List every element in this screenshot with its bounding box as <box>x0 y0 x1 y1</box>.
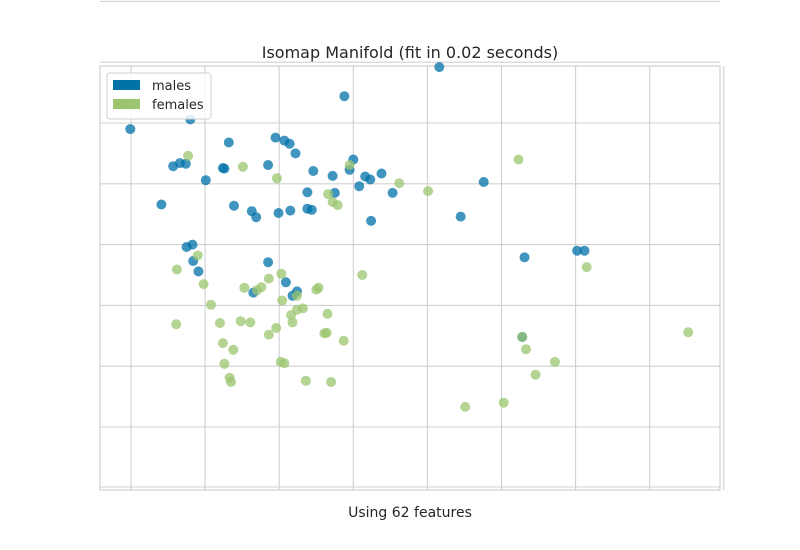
data-point-females <box>322 308 333 319</box>
data-point-females <box>292 290 302 301</box>
data-point-females <box>498 397 509 408</box>
data-point-females <box>277 295 288 306</box>
data-point-males <box>229 200 239 211</box>
data-point-females <box>517 332 528 342</box>
data-point-females <box>271 322 282 333</box>
data-point-males <box>251 212 262 223</box>
data-point-males <box>270 132 281 143</box>
data-point-females <box>357 270 368 280</box>
data-point-females <box>276 268 287 279</box>
data-point-males <box>290 148 301 159</box>
data-point-males <box>187 239 198 250</box>
series-females <box>171 150 694 412</box>
plot-area <box>99 65 721 491</box>
data-point-females <box>319 328 330 339</box>
data-point-females <box>239 282 250 293</box>
data-point-males <box>455 211 466 222</box>
data-point-females <box>198 279 209 290</box>
data-point-females <box>272 173 282 184</box>
data-point-females <box>323 189 334 200</box>
data-point-males <box>478 177 489 187</box>
data-point-males <box>365 174 376 185</box>
data-point-females <box>338 335 349 346</box>
data-point-females <box>683 327 694 338</box>
data-point-females <box>297 303 308 314</box>
data-point-females <box>326 377 337 387</box>
data-point-males <box>354 181 365 192</box>
data-point-females <box>549 356 560 367</box>
data-point-males <box>327 170 338 181</box>
data-point-females <box>344 160 355 170</box>
data-point-females <box>237 161 248 172</box>
chart-title: Isomap Manifold (fit in 0.02 seconds) <box>262 43 558 62</box>
legend-swatch-females <box>113 99 140 109</box>
data-point-females <box>300 375 311 386</box>
data-point-males <box>156 199 167 210</box>
data-point-females <box>263 329 274 340</box>
data-point-males <box>579 245 590 256</box>
data-point-females <box>171 264 182 275</box>
data-point-females <box>332 200 343 211</box>
data-point-males <box>263 160 274 170</box>
data-point-females <box>394 178 405 189</box>
data-point-males <box>366 215 377 226</box>
data-point-females <box>530 369 541 380</box>
data-point-males <box>263 257 274 268</box>
data-point-females <box>581 262 592 273</box>
grid-lines <box>100 0 725 490</box>
data-point-females <box>228 344 239 355</box>
data-point-males <box>306 204 317 215</box>
legend-label-females: females <box>152 98 204 113</box>
data-point-males <box>223 137 234 148</box>
data-point-females <box>226 377 236 387</box>
data-point-females <box>171 319 182 330</box>
data-point-males <box>193 266 204 277</box>
data-point-females <box>192 250 203 261</box>
data-point-males <box>339 91 350 102</box>
data-point-females <box>313 282 324 293</box>
data-point-males <box>219 163 230 174</box>
data-point-males <box>273 208 284 218</box>
data-point-males <box>284 138 295 149</box>
data-point-males <box>200 175 211 186</box>
data-point-males <box>376 168 387 179</box>
legend-swatch-males <box>113 80 140 90</box>
data-point-females <box>214 318 225 328</box>
data-point-females <box>217 338 228 349</box>
data-point-females <box>245 317 256 328</box>
data-point-males <box>519 252 530 263</box>
data-point-females <box>183 150 194 161</box>
data-point-males <box>308 166 319 176</box>
data-point-females <box>263 273 274 284</box>
data-point-males <box>285 205 296 216</box>
data-point-males <box>572 245 583 256</box>
data-point-males <box>387 187 398 198</box>
legend-label-males: males <box>152 79 191 94</box>
legend: males females <box>106 72 212 120</box>
x-axis-label: Using 62 features <box>348 505 472 521</box>
data-point-females <box>460 401 471 412</box>
data-point-females <box>287 317 298 328</box>
data-point-males <box>280 277 291 288</box>
data-point-males <box>434 62 445 73</box>
data-point-females <box>206 299 216 310</box>
data-point-females <box>279 358 290 369</box>
data-point-females <box>235 316 246 327</box>
data-point-males <box>125 124 136 135</box>
data-point-females <box>521 344 531 355</box>
data-point-females <box>219 358 230 369</box>
data-point-males <box>302 187 313 198</box>
data-point-females <box>256 282 267 293</box>
data-point-females <box>423 186 434 197</box>
data-point-females <box>513 154 524 165</box>
data-point-males <box>180 158 191 169</box>
